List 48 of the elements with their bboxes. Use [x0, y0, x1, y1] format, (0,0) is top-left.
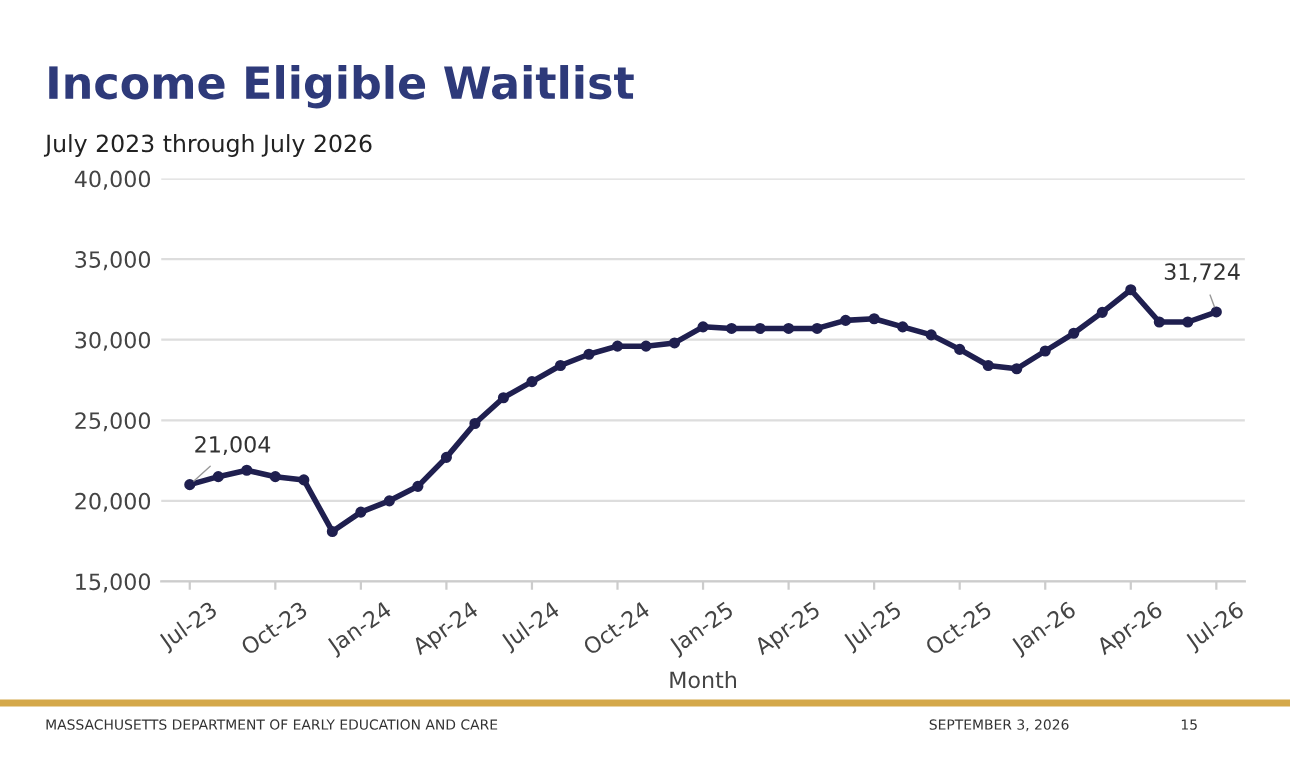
point	[469, 417, 481, 430]
point	[355, 506, 367, 518]
y-tick-label: 25,000	[75, 412, 151, 432]
point	[868, 313, 880, 325]
point	[697, 321, 709, 333]
point	[497, 392, 509, 404]
point	[1210, 306, 1222, 318]
y-tick-label: 30,000	[75, 331, 151, 351]
point	[754, 322, 766, 334]
point	[583, 348, 595, 360]
point	[668, 337, 681, 349]
point	[840, 314, 852, 326]
point	[925, 329, 937, 341]
point	[1182, 316, 1194, 328]
x-axis-title: Month	[670, 671, 736, 689]
point	[1039, 345, 1051, 357]
y-tick-label: 20,000	[75, 492, 151, 512]
point	[554, 359, 567, 372]
point	[1125, 284, 1137, 296]
point	[1153, 316, 1165, 328]
point	[184, 479, 196, 491]
point	[212, 471, 224, 483]
annotation: 21,004	[195, 435, 271, 456]
point	[269, 471, 281, 483]
point	[640, 340, 652, 352]
point	[526, 376, 538, 388]
y-tick-label: 35,000	[75, 251, 151, 271]
point	[1011, 363, 1023, 375]
chart-title: Income Eligible Waitlist	[49, 65, 634, 109]
point	[726, 322, 738, 334]
chart-subtitle: July 2023 through July 2026	[43, 134, 372, 157]
y-tick-label: 15,000	[76, 573, 151, 593]
point	[1096, 306, 1108, 318]
point	[982, 359, 994, 372]
point	[298, 474, 310, 486]
point	[412, 480, 424, 492]
point	[383, 495, 395, 507]
point	[241, 464, 253, 476]
point	[897, 321, 909, 333]
point	[783, 322, 795, 334]
point	[954, 343, 966, 355]
point	[1068, 327, 1080, 339]
annotation: 31,724	[1164, 263, 1240, 283]
point	[440, 451, 452, 463]
point	[326, 525, 338, 538]
point	[611, 340, 624, 352]
y-tick-label: 40,000	[74, 170, 151, 190]
point	[811, 322, 823, 334]
